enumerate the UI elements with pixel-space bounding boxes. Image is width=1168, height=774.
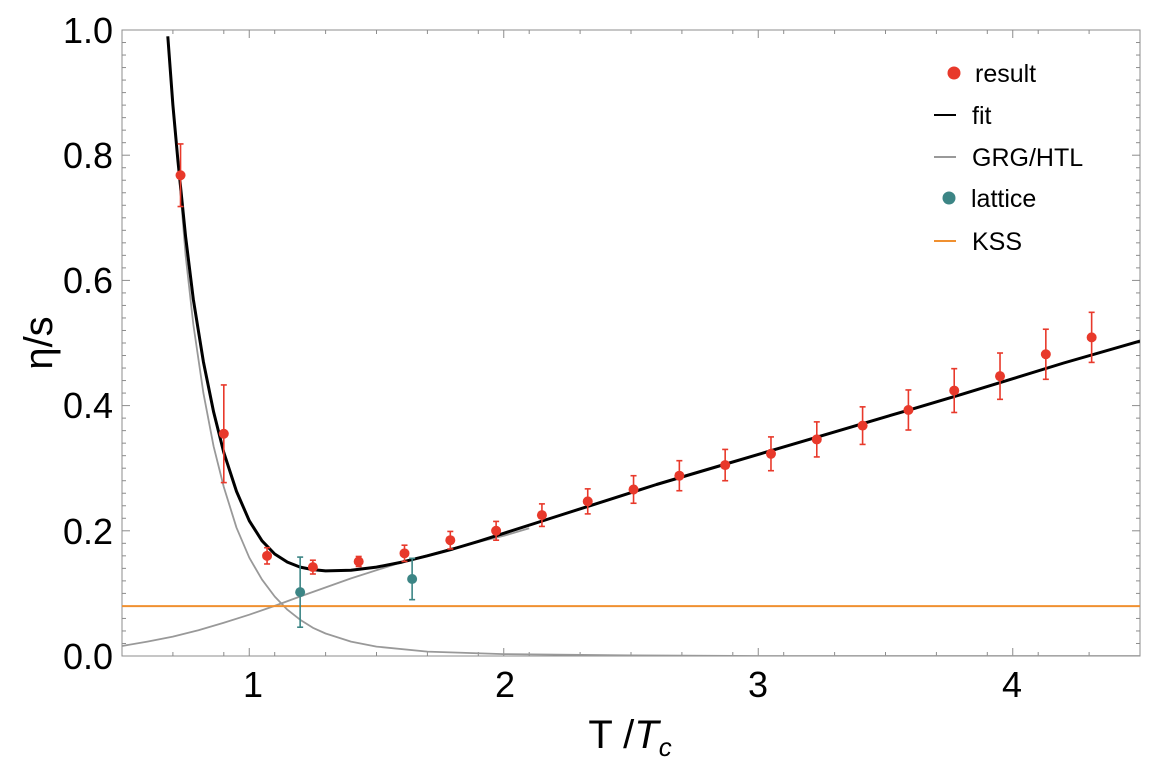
result-point [491,520,502,541]
result-marker [491,525,502,536]
legend-label-fit: fit [972,102,992,130]
result-point [857,406,868,446]
legend-item-fit: fit [934,102,992,130]
result-point [1040,328,1051,381]
fit-curve [166,36,1140,573]
x-tick-label: 2 [495,664,515,705]
legend: result fit GRG/HTL lattice KSS [934,60,1083,256]
minor-ticks [121,30,1141,656]
result-marker [765,448,776,459]
result-marker [307,562,318,573]
result-marker [353,556,364,567]
result-point [628,474,639,505]
legend-item-result: result [947,60,1036,88]
result-point [399,544,410,563]
result-point [674,459,685,492]
result-point [353,555,364,568]
result-point [445,530,456,550]
curves [122,36,1140,656]
result-point [720,448,731,482]
result-marker [1086,332,1097,343]
lattice-point [407,557,418,601]
result-marker [175,170,186,181]
result-point [218,384,229,484]
legend-marker-lattice [942,191,956,205]
data-points [175,143,1097,629]
lattice-marker [407,574,418,585]
y-tick-label: 0.2 [63,511,113,552]
result-point [175,143,186,208]
grg-htl-curve [177,161,1140,656]
lattice-point [295,556,306,629]
result-point [262,546,273,565]
y-tick-label: 0.4 [63,385,113,426]
result-marker [218,428,229,439]
x-tick-label: 4 [1002,664,1022,705]
y-tick-label: 0.0 [63,636,113,677]
result-marker [582,496,593,507]
legend-label-lattice: lattice [971,185,1036,213]
result-point [949,367,960,414]
result-marker [628,484,639,495]
result-point [307,559,318,575]
legend-label-result: result [975,60,1036,88]
legend-label-kss: KSS [972,228,1022,256]
legend-item-grg-htl: GRG/HTL [934,144,1083,172]
result-point [582,488,593,515]
result-marker [674,470,685,481]
y-axis-title: η/s [17,316,61,369]
y-tick-labels: 0.0 0.2 0.4 0.6 0.8 1.0 [63,10,113,677]
x-axis-title: T /Tc [588,713,671,762]
result-marker [720,460,731,471]
y-tick-label: 1.0 [63,10,113,51]
result-marker [995,371,1006,382]
result-marker [857,420,868,431]
y-tick-label: 0.6 [63,260,113,301]
result-point [536,503,547,528]
legend-item-kss: KSS [934,228,1022,256]
x-tick-label: 3 [748,664,768,705]
result-point [1086,311,1097,364]
result-point [811,421,822,458]
y-tick-label: 0.8 [63,135,113,176]
result-marker [399,548,410,559]
major-ticks [122,29,1140,657]
lattice-marker [295,587,306,598]
result-marker [536,510,547,521]
legend-item-lattice: lattice [942,185,1036,213]
result-marker [949,385,960,396]
result-marker [1040,349,1051,360]
legend-marker-result [947,66,961,80]
result-point [995,352,1006,401]
result-point [903,389,914,431]
x-tick-label: 1 [243,664,263,705]
result-marker [262,550,273,561]
x-tick-labels: 1 2 3 4 [243,664,1022,705]
result-marker [811,434,822,445]
legend-label-grg-htl: GRG/HTL [972,144,1083,172]
result-marker [445,535,456,546]
result-marker [903,404,914,415]
result-point [765,436,776,472]
